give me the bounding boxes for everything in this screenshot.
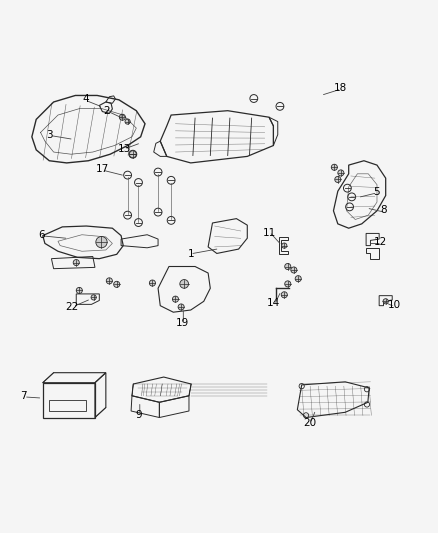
Text: 18: 18: [333, 84, 346, 93]
Text: 8: 8: [380, 205, 387, 215]
Circle shape: [125, 119, 130, 124]
Circle shape: [114, 281, 120, 287]
Circle shape: [173, 296, 179, 302]
Circle shape: [180, 279, 188, 288]
Circle shape: [383, 298, 389, 304]
Text: 3: 3: [46, 130, 53, 140]
Circle shape: [285, 263, 291, 270]
Text: 20: 20: [303, 418, 316, 428]
Text: 9: 9: [135, 410, 142, 421]
Circle shape: [282, 243, 287, 248]
Circle shape: [178, 304, 184, 310]
Circle shape: [335, 176, 341, 182]
Circle shape: [106, 278, 113, 284]
Text: 2: 2: [103, 106, 110, 116]
Circle shape: [331, 164, 337, 171]
Text: 5: 5: [373, 187, 380, 197]
Circle shape: [338, 170, 344, 176]
Text: 13: 13: [117, 144, 131, 155]
Circle shape: [76, 287, 82, 294]
Text: 10: 10: [387, 300, 400, 310]
Text: 11: 11: [262, 228, 276, 238]
Circle shape: [295, 276, 301, 282]
Circle shape: [119, 114, 125, 120]
Circle shape: [281, 292, 287, 298]
Circle shape: [285, 281, 291, 287]
Text: 17: 17: [96, 165, 109, 174]
Circle shape: [73, 260, 79, 265]
Circle shape: [291, 267, 297, 273]
Circle shape: [149, 280, 155, 286]
Text: 1: 1: [187, 249, 194, 260]
Text: 19: 19: [175, 318, 189, 328]
Text: 7: 7: [20, 391, 26, 401]
Text: 12: 12: [374, 237, 388, 247]
Text: 14: 14: [267, 298, 280, 309]
Circle shape: [96, 237, 107, 248]
Circle shape: [129, 151, 136, 158]
Circle shape: [91, 295, 96, 300]
Text: 22: 22: [66, 302, 79, 312]
Text: 4: 4: [82, 94, 89, 104]
Text: 6: 6: [38, 230, 45, 240]
